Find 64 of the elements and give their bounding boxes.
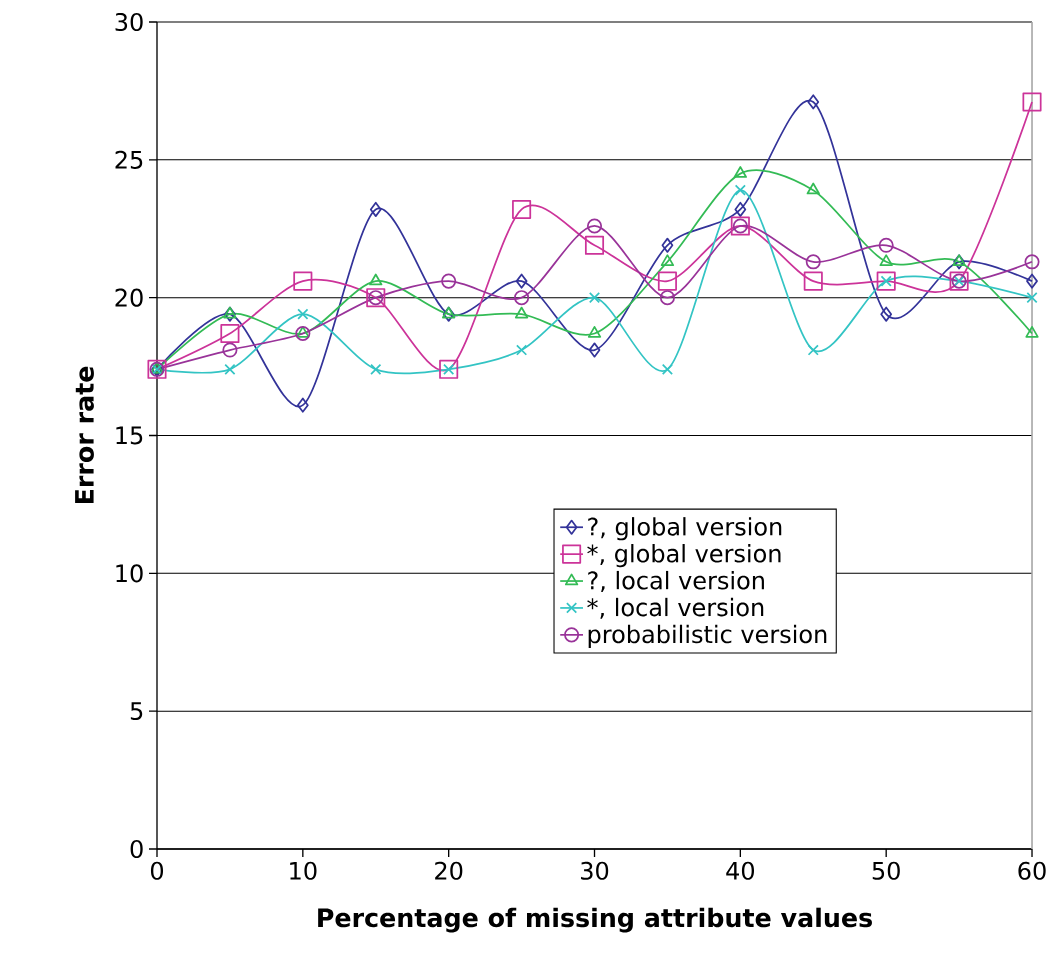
- point: [296, 397, 309, 413]
- point: [734, 201, 747, 217]
- point: [224, 363, 236, 375]
- point: [659, 290, 675, 306]
- x-tick-label: 30: [581, 861, 609, 880]
- point: [587, 325, 602, 338]
- point: [369, 273, 383, 286]
- point: [586, 218, 603, 234]
- point: [296, 325, 310, 338]
- point: [295, 325, 311, 342]
- x-tick-label: 10: [290, 861, 317, 880]
- y-tick-label: 25: [115, 150, 143, 169]
- point: [657, 271, 677, 291]
- point: [879, 254, 893, 267]
- y-tick-label: 20: [115, 288, 143, 307]
- legend-label: ?, local version: [588, 570, 764, 592]
- point: [734, 184, 746, 196]
- point: [1024, 254, 1040, 270]
- point: [220, 323, 240, 344]
- point: [515, 273, 528, 289]
- x-tick-label: 50: [872, 861, 900, 880]
- point: [441, 273, 457, 289]
- point: [588, 342, 601, 358]
- point: [369, 201, 382, 217]
- point: [516, 344, 528, 356]
- y-tick-label: 5: [130, 702, 143, 721]
- point: [588, 292, 601, 304]
- point: [806, 182, 820, 195]
- point: [297, 308, 309, 320]
- x-tick-label: 40: [726, 861, 755, 880]
- x-axis-title: Percentage of missing attribute values: [318, 907, 872, 933]
- x-tick-label: 0: [150, 861, 164, 880]
- point: [370, 363, 382, 375]
- point: [222, 342, 238, 358]
- point: [584, 235, 605, 255]
- point: [880, 306, 893, 322]
- point: [514, 306, 529, 319]
- legend-label: *, global version: [587, 544, 781, 568]
- point: [1026, 292, 1038, 304]
- point: [805, 254, 821, 270]
- point: [807, 344, 819, 356]
- y-axis-title: Error rate: [75, 366, 94, 504]
- point: [661, 363, 674, 375]
- legend-label: probabilistic version: [588, 624, 827, 648]
- y-tick-label: 0: [130, 839, 143, 859]
- y-tick-label: 30: [115, 12, 143, 32]
- legend-label: ?, global version: [588, 517, 782, 541]
- y-tick-label: 10: [116, 564, 143, 583]
- point: [1022, 92, 1042, 112]
- point: [512, 199, 532, 219]
- point: [514, 290, 530, 306]
- point: [807, 94, 820, 110]
- point: [293, 271, 313, 291]
- point: [803, 271, 823, 291]
- point: [733, 166, 747, 178]
- y-tick-label: 15: [116, 426, 143, 445]
- legend-label: *, local version: [587, 597, 764, 619]
- point: [661, 237, 674, 253]
- x-tick-label: 60: [1018, 861, 1046, 880]
- point: [660, 254, 675, 267]
- x-tick-label: 20: [435, 861, 463, 880]
- point: [878, 237, 894, 253]
- point: [1026, 273, 1038, 289]
- point: [1025, 325, 1039, 338]
